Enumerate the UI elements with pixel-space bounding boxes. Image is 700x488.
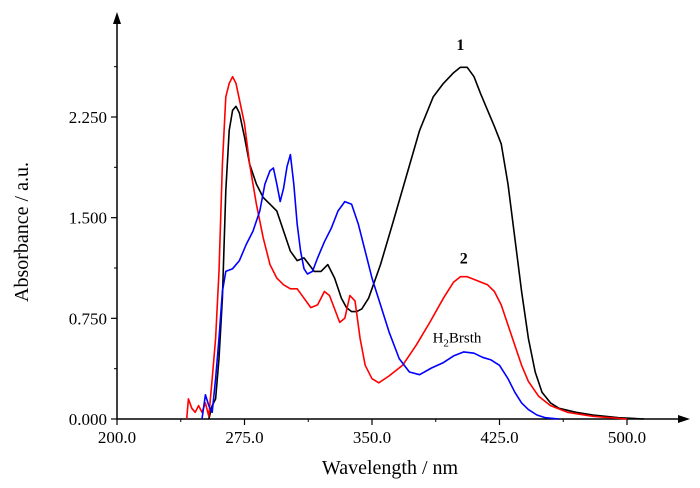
curve-label-h2brsth: H2Brsth	[433, 330, 482, 349]
x-tick-label: 200.0	[98, 428, 136, 447]
series-group	[185, 66, 645, 420]
x-ticks: 200.0 275.0 350.0 425.0 500.0	[98, 419, 646, 447]
curve-label-2: 2	[460, 250, 468, 267]
series-line-h2brsth	[201, 153, 560, 420]
y-tick-label: 2.250	[69, 108, 107, 127]
x-axis-title: Wavelength / nm	[322, 457, 459, 479]
y-axis-title: Absorbance / a.u.	[11, 162, 33, 302]
y-tick-label: 0.000	[69, 410, 107, 429]
y-tick-label: 0.750	[69, 309, 107, 328]
x-tick-label: 275.0	[225, 428, 263, 447]
series-line-2	[185, 75, 628, 420]
series-line-1	[208, 66, 645, 420]
annotation-group: 1 2 H2Brsth	[433, 37, 482, 350]
x-axis-arrow-icon	[678, 415, 690, 423]
y-axis-arrow-icon	[113, 12, 121, 24]
x-tick-label: 425.0	[480, 428, 518, 447]
x-tick-label: 500.0	[608, 428, 646, 447]
curve-label-1: 1	[456, 37, 464, 54]
y-tick-label: 1.500	[69, 209, 107, 228]
x-tick-label: 350.0	[353, 428, 391, 447]
axes	[113, 12, 690, 423]
y-ticks: 0.000 0.750 1.500 2.250	[69, 66, 117, 429]
